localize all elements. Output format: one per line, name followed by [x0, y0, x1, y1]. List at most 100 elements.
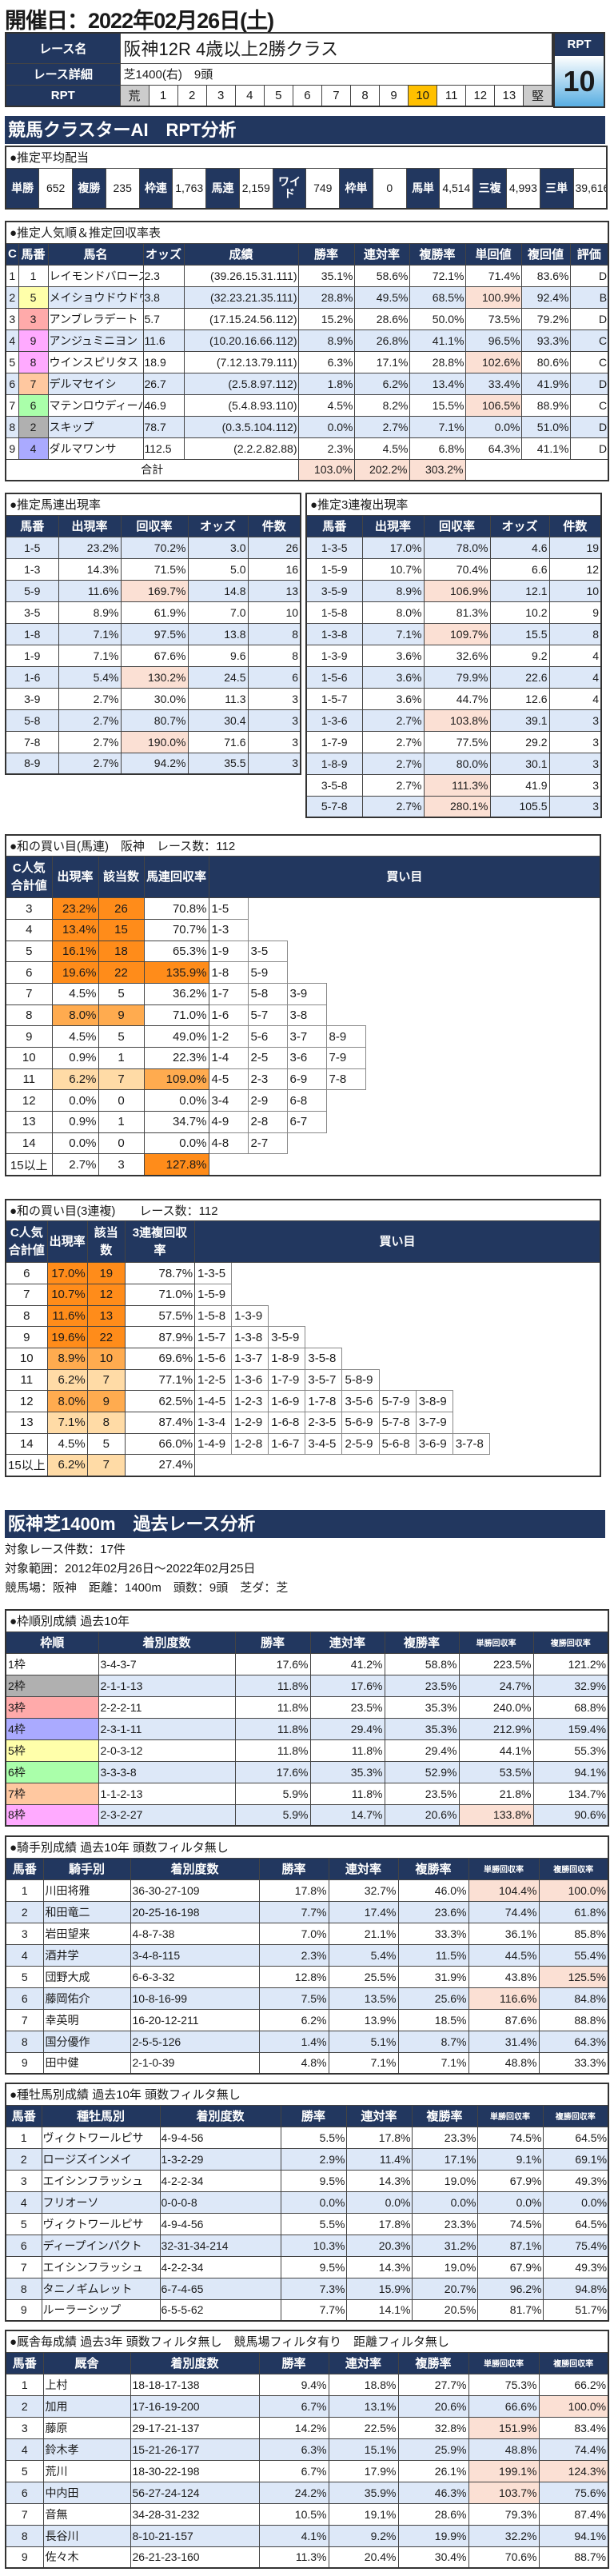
- rpt-scale-cell: 2: [177, 84, 207, 107]
- table-cell: 30.1: [489, 752, 550, 775]
- table-row: 3 3 アンブレラデート 5.7 (17.15.24.56.112) 15.2% 28.6%…: [5, 307, 609, 330]
- buy-empty: [561, 1004, 600, 1026]
- table-cell: 9: [5, 2051, 44, 2075]
- payout-value: 2,159: [238, 167, 273, 210]
- table-cell: 35.3%: [384, 1695, 460, 1719]
- table-cell: ルーラーシップ: [41, 2298, 161, 2322]
- column-header: 出現率: [51, 856, 99, 899]
- table-cell: 3: [247, 687, 301, 710]
- sum-value: 6: [5, 1262, 48, 1284]
- buy-combination: 5-7: [247, 1004, 288, 1027]
- table-row: 2枠 2-1-1-13 11.8% 17.6% 23.5% 24.7% 32.9%: [5, 1674, 609, 1697]
- column-header: 連対率: [309, 1631, 385, 1654]
- table-cell: 6: [5, 372, 19, 395]
- payout-value: 0: [372, 167, 407, 210]
- count-value: 22: [98, 961, 145, 984]
- table-cell: 4: [5, 1943, 44, 1967]
- table-cell: 4-2-2-34: [159, 2255, 281, 2278]
- table-row: 1-5-8 8.0% 81.3% 10.2 9: [305, 601, 602, 624]
- table-cell: 34-28-31-232: [130, 2502, 260, 2526]
- table-cell: 90.6%: [532, 1803, 609, 1827]
- table-cell: 240.0%: [458, 1695, 534, 1719]
- table-cell: 4: [548, 665, 602, 689]
- table-cell: 6: [5, 1987, 44, 2010]
- column-header: 馬番: [18, 242, 49, 266]
- buy-empty: [232, 1263, 269, 1284]
- table-cell: 81.7%: [476, 2298, 544, 2322]
- payout-label: 枠単: [339, 167, 373, 210]
- table-cell: 8-9: [5, 752, 59, 775]
- table-cell: 8: [18, 350, 49, 373]
- table-row: 4 13.4% 15 70.7% 1-3: [5, 918, 600, 941]
- table-cell: 4: [548, 644, 602, 667]
- rate-value: 13.4%: [51, 918, 99, 941]
- table-row: 3-9 2.7% 30.0% 11.3 3: [5, 687, 301, 710]
- table-row: 7枠 1-1-2-13 5.9% 11.8% 23.5% 21.8% 134.7%: [5, 1782, 609, 1805]
- column-header: 馬番: [5, 1857, 44, 1880]
- sum-value: 12: [5, 1390, 48, 1412]
- buy-empty: [561, 1112, 600, 1133]
- table-row: 2 ロージズインメイ 1-3-2-29 2.9% 11.4% 17.1% 9.1% 69.1%: [5, 2147, 609, 2171]
- table-row: 5枠 2-0-3-12 11.8% 11.8% 29.4% 44.1% 55.3%: [5, 1739, 609, 1762]
- table-cell: D: [569, 264, 609, 287]
- total-value: 303.2%: [409, 458, 466, 481]
- payout-label: 馬単: [405, 167, 441, 210]
- buy-empty: [527, 1391, 564, 1412]
- buy-empty: [326, 919, 365, 941]
- table-cell: 22.6: [489, 665, 550, 689]
- column-header: 勝率: [280, 2104, 347, 2127]
- buy-combination: 7-8: [325, 1068, 366, 1091]
- return-value: 127.8%: [143, 1153, 209, 1176]
- buy-combination: 1-6: [208, 1004, 249, 1027]
- table-cell: 3.6%: [361, 687, 425, 710]
- rate-value: 17.0%: [46, 1262, 88, 1284]
- buy-empty: [326, 1112, 365, 1133]
- rpt-scale-cell: 4: [234, 84, 265, 107]
- buy-empty: [248, 898, 287, 920]
- table-cell: 88.7%: [538, 2546, 609, 2569]
- table-cell: 32-31-34-214: [159, 2234, 281, 2257]
- buy-empty: [379, 1327, 416, 1348]
- count-value: 7: [86, 1454, 126, 1477]
- table-title-row: ●厩舎毎成績 過去3年 頭数フィルタ無し 競馬場フィルタ有り 距離フィルタ無し: [5, 2330, 609, 2353]
- table-cell: 130.2%: [120, 665, 189, 689]
- table-cell: 11.3%: [258, 2546, 329, 2569]
- table-cell: 46.3%: [397, 2481, 469, 2504]
- waku-stats-table: ●枠順別成績 過去10年 枠順 着別度数 勝率 連対率 複勝率 単勝回収率 複勝回収率 1枠 3-…: [5, 1609, 610, 1827]
- rpt-scale-cell: 1: [148, 84, 178, 107]
- table-row: 5 ヴィクトワールピサ 4-9-4-56 5.5% 17.8% 23.3% 74.5% 64.…: [5, 2212, 609, 2235]
- buy-empty: [564, 1455, 600, 1476]
- table-cell: 26-21-23-160: [130, 2546, 260, 2569]
- buy-combination: 1-2-9: [231, 1412, 269, 1434]
- table-cell: 23.2%: [58, 536, 122, 559]
- table-cell: 32.2%: [468, 2524, 540, 2547]
- table-row: 5-7-8 2.7% 280.1% 105.5 3: [305, 795, 602, 818]
- table-cell: 23.5%: [384, 1674, 460, 1697]
- table-cell: 21.1%: [328, 1922, 399, 1945]
- column-header: 複勝回収率: [542, 2104, 609, 2127]
- table-cell: 9: [5, 2298, 42, 2322]
- table-cell: 7.1%: [328, 2051, 399, 2075]
- buy-empty: [405, 1090, 444, 1112]
- buy-combination: 6-9: [286, 1068, 327, 1091]
- table-cell: 13.4%: [409, 372, 466, 395]
- table-cell: 9.2: [489, 644, 550, 667]
- table-cell: 17.4%: [328, 1900, 399, 1923]
- buy-combination: 1-2-8: [231, 1432, 269, 1456]
- table-cell: エイシンフラッシュ: [41, 2255, 161, 2278]
- table-cell: 9.1%: [476, 2147, 544, 2171]
- table-title-row: ●枠順別成績 過去10年: [5, 1609, 609, 1632]
- table-cell: 0-0-0-8: [159, 2191, 281, 2214]
- buy-empty: [416, 1263, 453, 1284]
- table-cell: 49.3%: [542, 2255, 609, 2278]
- table-cell: 85.8%: [538, 1922, 609, 1945]
- table-cell: 103.7%: [468, 2481, 540, 2504]
- total-label: 合計: [5, 458, 299, 481]
- trainer-stats-table: ●厩舎毎成績 過去3年 頭数フィルタ無し 競馬場フィルタ有り 距離フィルタ無し馬…: [5, 2330, 610, 2569]
- table-cell: 41.1%: [520, 437, 571, 460]
- table-cell: 96.2%: [476, 2277, 544, 2300]
- table-cell: 102.6%: [464, 350, 522, 373]
- jockey-stats-table: ●騎手別成績 過去10年 頭数フィルタ無し 馬番 騎手別 着別度数 勝率 連対率 複勝率 単勝…: [5, 1835, 610, 2075]
- payout-label: 単勝: [5, 167, 40, 210]
- table-cell: 3枠: [5, 1695, 99, 1719]
